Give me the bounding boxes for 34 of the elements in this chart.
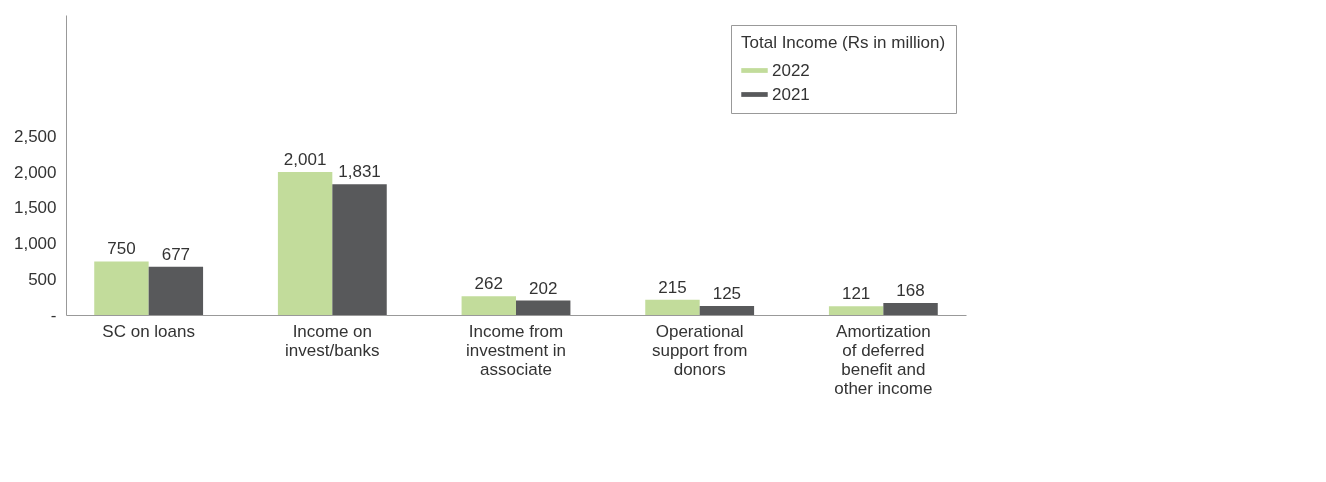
x-tick-label: Income from investment in associate bbox=[465, 321, 567, 379]
bar bbox=[148, 266, 204, 315]
x-tick-label: SC on loans bbox=[102, 321, 195, 341]
data-label: 677 bbox=[161, 244, 191, 264]
y-tick-label: 2,000 bbox=[13, 162, 57, 182]
bar bbox=[645, 299, 700, 315]
bar bbox=[94, 261, 149, 315]
legend-title: Total Income (Rs in million) bbox=[741, 33, 946, 52]
data-label: 121 bbox=[841, 284, 871, 304]
data-label: 215 bbox=[658, 277, 687, 297]
data-label: 750 bbox=[107, 239, 136, 259]
y-tick-label: 2,500 bbox=[13, 126, 57, 146]
y-tick-label: 1,500 bbox=[13, 198, 57, 218]
data-label: 168 bbox=[896, 281, 925, 300]
bar bbox=[883, 303, 938, 315]
bar bbox=[461, 296, 516, 315]
y-tick-label: 500 bbox=[28, 269, 57, 289]
data-label: 1,831 bbox=[338, 162, 381, 182]
data-label: 202 bbox=[529, 278, 558, 298]
bar bbox=[332, 184, 387, 315]
y-tick-label: 1,000 bbox=[13, 234, 57, 254]
bar bbox=[516, 300, 571, 315]
x-tick-label: Operational support from donors bbox=[651, 321, 748, 379]
data-label: 2,001 bbox=[283, 150, 327, 170]
data-label: 262 bbox=[474, 274, 503, 294]
bar bbox=[828, 306, 884, 315]
bar bbox=[699, 306, 755, 315]
legend-label: 2022 bbox=[772, 60, 810, 80]
legend-label: 2021 bbox=[772, 84, 810, 104]
data-label: 125 bbox=[712, 284, 742, 304]
x-tick-label: Income on invest/banks bbox=[285, 321, 380, 360]
y-tick-label: - bbox=[50, 305, 57, 325]
x-tick-label: Amortization of deferred benefit and other income bbox=[834, 321, 933, 398]
bar bbox=[277, 172, 333, 315]
